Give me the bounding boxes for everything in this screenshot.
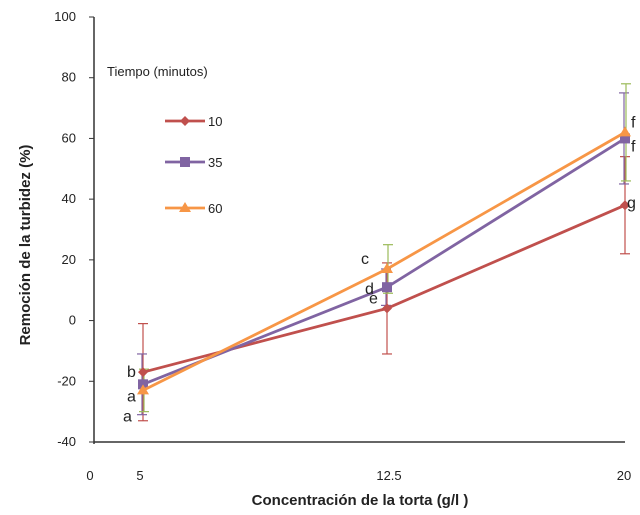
legend-marker-35 xyxy=(180,157,190,167)
x-tick-label: 12.5 xyxy=(376,468,401,483)
significance-letter: d xyxy=(365,281,374,298)
data-point-60 xyxy=(619,126,631,137)
legend-label-10: 10 xyxy=(208,114,222,129)
significance-letter: g xyxy=(627,195,636,212)
data-point-10 xyxy=(382,303,392,314)
y-tick-label: 20 xyxy=(62,252,76,267)
significance-letter: b xyxy=(127,364,136,381)
data-point-10 xyxy=(620,200,630,211)
data-point-35 xyxy=(138,379,148,390)
y-tick-label: -20 xyxy=(57,373,76,388)
data-point-60 xyxy=(137,384,149,395)
data-point-35 xyxy=(620,133,630,144)
y-tick-label: 40 xyxy=(62,191,76,206)
significance-letter: a xyxy=(123,408,132,425)
series-line-60 xyxy=(142,131,626,392)
data-point-10 xyxy=(138,367,148,378)
significance-letter: e xyxy=(369,290,378,307)
significance-letter: f xyxy=(631,138,636,155)
significance-letter: f xyxy=(631,114,636,131)
y-tick-label: 80 xyxy=(62,70,76,85)
x-tick-label: 20 xyxy=(617,468,631,483)
y-tick-label: -40 xyxy=(57,434,76,449)
y-axis-title: Remoción de la turbidez (%) xyxy=(17,145,34,346)
legend-marker-60 xyxy=(179,202,191,212)
data-point-60 xyxy=(381,262,393,273)
significance-letter: c xyxy=(361,251,369,268)
y-tick-label: 0 xyxy=(69,313,76,328)
x-tick-label: 5 xyxy=(136,468,143,483)
legend-label-35: 35 xyxy=(208,155,222,170)
legend-label-60: 60 xyxy=(208,201,222,216)
y-tick-label: 60 xyxy=(62,130,76,145)
legend-title: Tiempo (minutos) xyxy=(107,64,208,79)
x-axis-title: Concentración de la torta (g/l ) xyxy=(252,492,469,509)
y-tick-label: 100 xyxy=(54,9,76,24)
legend-marker-10 xyxy=(180,116,190,126)
x-tick-label: 0 xyxy=(86,468,93,483)
data-point-35 xyxy=(382,282,392,293)
significance-letter: a xyxy=(127,388,136,405)
